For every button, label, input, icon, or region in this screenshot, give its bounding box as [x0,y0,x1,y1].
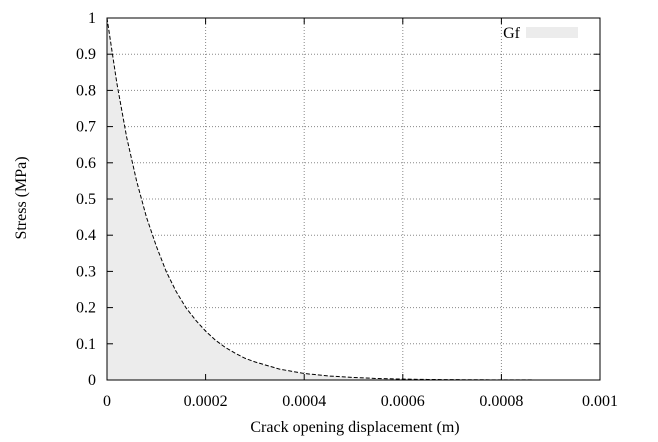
y-tick-label: 0.1 [76,336,96,353]
y-tick-label: 0.4 [76,227,96,244]
legend: Gf [503,25,578,42]
y-tick-label: 0.3 [76,263,96,280]
x-axis-ticks: 0 0.0002 0.0004 0.0006 0.0008 0.001 [103,18,618,410]
y-tick-label: 0.7 [76,119,96,136]
x-tick-label: 0.001 [582,393,618,410]
y-tick-label: 0.5 [76,191,96,208]
y-axis-label: Stress (MPa) [13,156,30,239]
y-tick-label: 0.6 [76,155,96,172]
legend-swatch-gf [526,27,578,38]
x-tick-label: 0 [103,393,111,410]
y-tick-label: 0.8 [76,82,96,99]
x-tick-label: 0.0004 [282,393,326,410]
series-line [106,17,576,381]
y-tick-label: 0.2 [76,300,96,317]
x-tick-label: 0.0008 [479,393,523,410]
y-tick-label: 0.9 [76,46,96,63]
x-axis-label: Crack opening displacement (m) [250,419,459,436]
x-tick-label: 0.0006 [381,393,425,410]
y-tick-label: 1 [88,10,96,27]
legend-label-gf: Gf [503,25,521,42]
y-axis-ticks: 0 0.1 0.2 0.3 0.4 0.5 0.6 0.7 0.8 0.9 1 [76,10,600,389]
series-area [107,18,576,380]
x-tick-label: 0.0002 [184,393,228,410]
y-tick-label: 0 [88,372,96,389]
grid [107,18,600,380]
